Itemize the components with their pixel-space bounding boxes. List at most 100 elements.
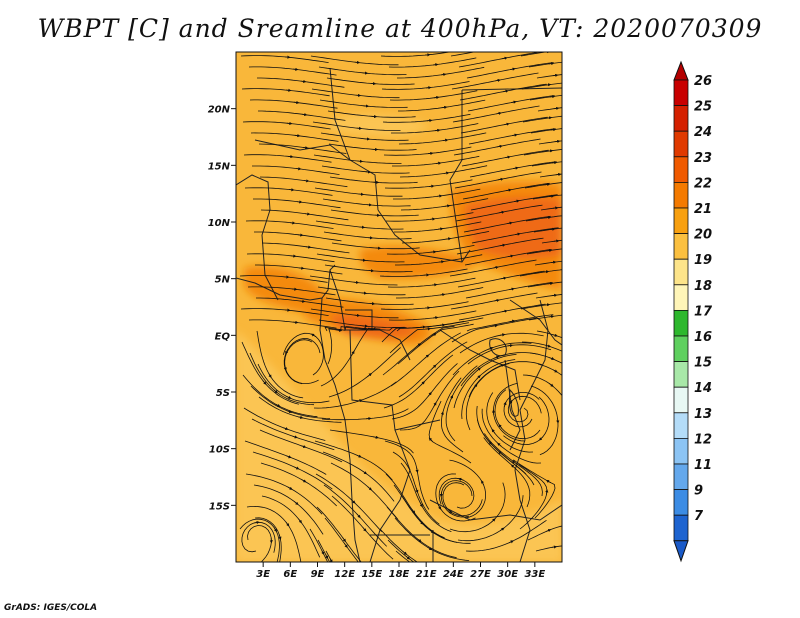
streamline bbox=[389, 90, 478, 101]
streamline-arrow bbox=[480, 52, 485, 53]
streamline bbox=[245, 220, 334, 229]
streamline bbox=[256, 330, 304, 399]
streamline bbox=[494, 389, 541, 440]
streamline-arrow bbox=[476, 374, 481, 380]
colorbar-swatch bbox=[673, 207, 689, 235]
colorbar-swatch bbox=[673, 489, 689, 516]
streamline bbox=[537, 107, 562, 112]
streamline bbox=[388, 57, 477, 68]
streamline-arrow bbox=[367, 373, 373, 377]
streamline-arrow bbox=[416, 343, 421, 347]
streamline-arrow bbox=[503, 89, 509, 93]
streamline-arrow bbox=[491, 428, 496, 434]
streamline-arrow bbox=[373, 435, 379, 439]
streamline bbox=[503, 396, 550, 446]
streamline-arrow bbox=[254, 520, 260, 525]
streamline bbox=[391, 363, 458, 420]
streamline bbox=[243, 154, 332, 163]
lon-tick-label: 30E bbox=[497, 569, 518, 580]
streamline-arrow bbox=[292, 435, 298, 439]
streamline bbox=[240, 55, 329, 63]
streamline bbox=[539, 173, 562, 178]
streamline bbox=[252, 451, 333, 490]
streamline-arrow bbox=[298, 518, 302, 524]
streamline-arrow bbox=[515, 232, 521, 236]
streamline-arrow bbox=[492, 324, 499, 328]
streamline bbox=[250, 385, 331, 419]
streamline bbox=[392, 451, 440, 525]
map-title: WBPT [C] and Sreamline at 400hPa, VT: 20… bbox=[37, 14, 763, 43]
streamline bbox=[321, 165, 410, 174]
colorbar-label: 24 bbox=[694, 125, 712, 140]
streamline-arrow bbox=[497, 144, 503, 148]
streamline-arrow bbox=[551, 161, 558, 165]
streamline bbox=[248, 319, 337, 329]
streamline-arrow bbox=[438, 260, 445, 264]
streamline-arrow bbox=[278, 534, 282, 541]
colorbar-swatch bbox=[673, 284, 689, 311]
streamline-arrow bbox=[511, 100, 517, 104]
streamline bbox=[249, 99, 338, 109]
streamline bbox=[532, 194, 562, 200]
streamline-arrow bbox=[286, 455, 292, 459]
lat-tick-label: 5S bbox=[216, 388, 230, 399]
wbpt-23-core-central bbox=[330, 314, 420, 339]
streamline bbox=[435, 473, 476, 522]
colorbar-label: 9 bbox=[694, 484, 703, 499]
colorbar-swatch bbox=[673, 437, 689, 465]
streamline bbox=[260, 209, 349, 221]
streamline bbox=[453, 138, 541, 156]
streamline-arrow bbox=[298, 266, 305, 270]
streamline-arrow bbox=[311, 333, 316, 337]
streamline bbox=[521, 82, 562, 90]
streamline-arrow bbox=[552, 73, 559, 77]
streamline bbox=[381, 320, 465, 343]
lon-tick-label: 3E bbox=[256, 569, 270, 580]
streamline-arrow bbox=[305, 245, 312, 249]
streamline-arrow bbox=[545, 215, 552, 220]
streamline-arrow bbox=[509, 287, 515, 291]
streamline bbox=[538, 140, 562, 145]
lon-axis: 3E 6E 9E 12E 15E 18E 21E 24E 27E 30E 33E bbox=[256, 562, 545, 580]
streamline-arrow bbox=[552, 333, 558, 337]
streamline-arrow bbox=[262, 380, 267, 385]
streamline bbox=[382, 113, 471, 123]
streamline-arrow bbox=[450, 394, 454, 401]
streamline bbox=[461, 359, 516, 420]
streamline-arrow bbox=[545, 83, 552, 87]
colorbar-swatch bbox=[673, 156, 689, 183]
streamline-arrow bbox=[415, 487, 419, 494]
streamline-arrow bbox=[302, 146, 309, 150]
streamline-arrow bbox=[440, 72, 447, 77]
colorbar-label: 19 bbox=[694, 253, 712, 268]
streamline bbox=[248, 66, 337, 76]
streamline bbox=[316, 506, 362, 562]
streamline-arrow bbox=[506, 188, 512, 192]
streamline-arrow bbox=[402, 551, 408, 555]
streamline bbox=[465, 519, 547, 552]
streamline bbox=[383, 146, 472, 156]
streamline-arrow bbox=[436, 194, 443, 198]
streamline-arrow bbox=[437, 227, 444, 231]
streamline bbox=[456, 237, 544, 255]
streamline bbox=[318, 319, 407, 329]
boundary-line bbox=[504, 359, 521, 451]
streamline bbox=[331, 242, 420, 250]
boundary-line bbox=[345, 309, 373, 330]
streamline-arrow bbox=[549, 95, 556, 99]
streamline bbox=[453, 354, 517, 409]
streamline-arrow bbox=[438, 504, 442, 510]
streamline-arrow bbox=[285, 521, 290, 527]
streamline bbox=[259, 176, 348, 188]
streamline bbox=[520, 302, 562, 310]
streamline-arrow bbox=[301, 479, 307, 483]
colorbar-swatch bbox=[673, 335, 689, 363]
streamline bbox=[244, 187, 333, 196]
streamline-arrow bbox=[458, 477, 464, 481]
streamline-arrow bbox=[499, 333, 506, 337]
colorbar-swatch bbox=[673, 181, 689, 209]
lon-tick-label: 24E bbox=[443, 569, 464, 580]
streamline bbox=[323, 484, 387, 547]
streamline-arrow bbox=[551, 293, 558, 297]
streamline-arrow bbox=[481, 480, 485, 486]
